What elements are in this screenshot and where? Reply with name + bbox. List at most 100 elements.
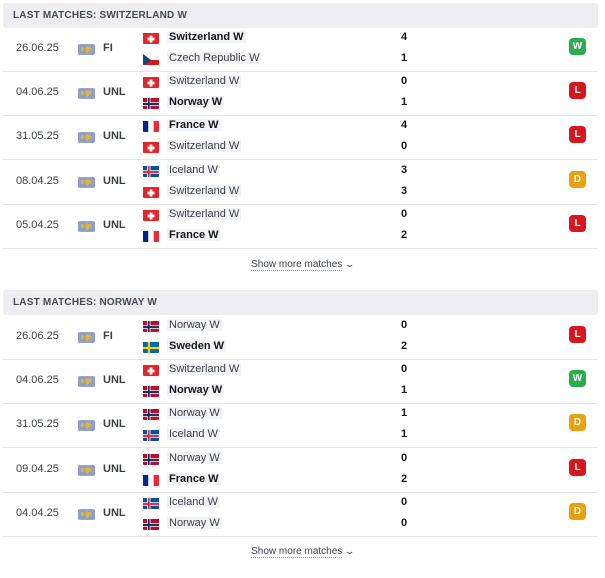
result-badge: W xyxy=(569,370,586,388)
away-team-name: Norway W xyxy=(167,96,225,109)
match-date: 09.04.25 xyxy=(16,462,59,475)
result-badge: W xyxy=(569,38,586,55)
france-flag-icon xyxy=(143,474,159,486)
home-score: 0 xyxy=(400,207,408,220)
competition-label: UNL xyxy=(103,418,126,431)
match-date: 04.06.25 xyxy=(16,86,59,99)
iceland-flag-icon xyxy=(143,165,159,177)
iceland-flag-icon xyxy=(143,429,159,442)
away-score: 0 xyxy=(400,140,408,153)
norway-flag-icon xyxy=(143,97,159,110)
match-row[interactable]: 31.05.25 UNL Norway W Iceland W 1 1 D xyxy=(3,403,598,449)
norway-flag-icon xyxy=(143,453,159,465)
competition-label: UNL xyxy=(103,86,126,99)
home-score: 4 xyxy=(400,119,408,132)
switzerland-flag-icon xyxy=(143,32,159,44)
switzerland-flag-icon xyxy=(143,141,159,154)
match-date: 04.06.25 xyxy=(16,374,59,387)
match-row[interactable]: 31.05.25 UNL France W Switzerland W 4 0 … xyxy=(3,115,598,161)
match-row[interactable]: 26.06.25 FI Switzerland W Czech Republic… xyxy=(3,27,598,72)
away-score: 1 xyxy=(400,384,408,397)
match-date: 31.05.25 xyxy=(16,418,59,431)
away-team-name: Czech Republic W xyxy=(167,52,262,64)
away-team-name: France W xyxy=(167,228,221,241)
home-score: 0 xyxy=(400,495,408,508)
match-row[interactable]: 04.04.25 UNL Iceland W Norway W 0 0 D xyxy=(3,492,598,537)
home-score: 0 xyxy=(400,319,408,331)
home-score: 0 xyxy=(400,451,408,464)
competition-label: UNL xyxy=(103,462,126,475)
away-team-name: France W xyxy=(167,472,221,485)
france-flag-icon xyxy=(143,120,159,133)
chevron-down-icon: ⌄ xyxy=(344,546,356,556)
away-score: 2 xyxy=(400,340,408,352)
competition-label: FI xyxy=(103,330,113,342)
away-score: 1 xyxy=(400,428,408,441)
away-score: 2 xyxy=(400,228,408,241)
competition-world-icon xyxy=(78,219,95,232)
result-badge: L xyxy=(569,214,586,232)
home-team-name: Switzerland W xyxy=(167,207,242,220)
home-team-name: France W xyxy=(167,119,221,132)
competition-label: UNL xyxy=(103,174,126,187)
away-score: 1 xyxy=(400,52,408,64)
show-more-matches-link[interactable]: Show more matches ⌄ xyxy=(0,259,605,271)
iceland-flag-icon xyxy=(143,497,159,509)
result-badge: L xyxy=(569,82,586,100)
competition-world-icon xyxy=(78,42,95,55)
result-badge: L xyxy=(569,126,586,144)
show-more-label[interactable]: Show more matches xyxy=(251,546,343,558)
match-row[interactable]: 05.04.25 UNL Switzerland W France W 0 2 … xyxy=(3,204,598,249)
competition-world-icon xyxy=(78,418,95,432)
competition-label: UNL xyxy=(103,130,126,143)
home-score: 4 xyxy=(400,31,408,43)
result-badge: D xyxy=(569,502,586,520)
switzerland-flag-icon xyxy=(143,209,159,221)
norway-flag-icon xyxy=(143,385,159,398)
chevron-down-icon: ⌄ xyxy=(344,259,356,269)
away-score: 0 xyxy=(400,516,408,529)
match-date: 08.04.25 xyxy=(16,174,59,187)
competition-world-icon xyxy=(78,330,95,343)
match-row[interactable]: 08.04.25 UNL Iceland W Switzerland W 3 3… xyxy=(3,160,598,205)
france-flag-icon xyxy=(143,230,159,242)
home-team-name: Switzerland W xyxy=(167,363,242,376)
show-more-matches-link[interactable]: Show more matches ⌄ xyxy=(0,546,605,558)
competition-world-icon xyxy=(78,130,95,144)
home-team-name: Switzerland W xyxy=(167,31,246,43)
away-score: 1 xyxy=(400,96,408,109)
away-team-name: Iceland W xyxy=(167,428,220,441)
switzerland-flag-icon xyxy=(143,186,159,198)
competition-world-icon xyxy=(78,86,95,99)
away-team-name: Norway W xyxy=(167,516,222,529)
switzerland-flag-icon xyxy=(143,76,159,89)
home-score: 3 xyxy=(400,163,408,176)
home-team-name: Iceland W xyxy=(167,163,220,176)
home-team-name: Switzerland W xyxy=(167,75,242,88)
section-title: LAST MATCHES: SWITZERLAND W xyxy=(13,10,188,21)
norway-flag-icon xyxy=(143,408,159,421)
home-score: 1 xyxy=(400,407,408,420)
home-team-name: Norway W xyxy=(167,319,222,331)
competition-label: UNL xyxy=(103,374,126,387)
home-team-name: Norway W xyxy=(167,407,222,420)
away-team-name: Norway W xyxy=(167,384,225,397)
show-more-label[interactable]: Show more matches xyxy=(251,259,343,271)
match-date: 26.06.25 xyxy=(16,330,59,342)
section-header: LAST MATCHES: NORWAY W xyxy=(3,290,598,315)
home-team-name: Norway W xyxy=(167,451,222,464)
competition-world-icon xyxy=(78,374,95,387)
match-date: 26.06.25 xyxy=(16,42,59,54)
away-team-name: Sweden W xyxy=(167,340,227,352)
match-date: 31.05.25 xyxy=(16,130,59,143)
match-row[interactable]: 04.06.25 UNL Switzerland W Norway W 0 1 … xyxy=(3,359,598,405)
result-badge: D xyxy=(569,170,586,188)
away-team-name: Switzerland W xyxy=(167,184,242,197)
match-row[interactable]: 26.06.25 FI Norway W Sweden W 0 2 L xyxy=(3,315,598,360)
norway-flag-icon xyxy=(143,518,159,530)
home-score: 0 xyxy=(400,75,408,88)
match-row[interactable]: 04.06.25 UNL Switzerland W Norway W 0 1 … xyxy=(3,71,598,117)
section-title: LAST MATCHES: NORWAY W xyxy=(13,297,158,308)
match-row[interactable]: 09.04.25 UNL Norway W France W 0 2 L xyxy=(3,448,598,493)
match-date: 05.04.25 xyxy=(16,218,59,231)
